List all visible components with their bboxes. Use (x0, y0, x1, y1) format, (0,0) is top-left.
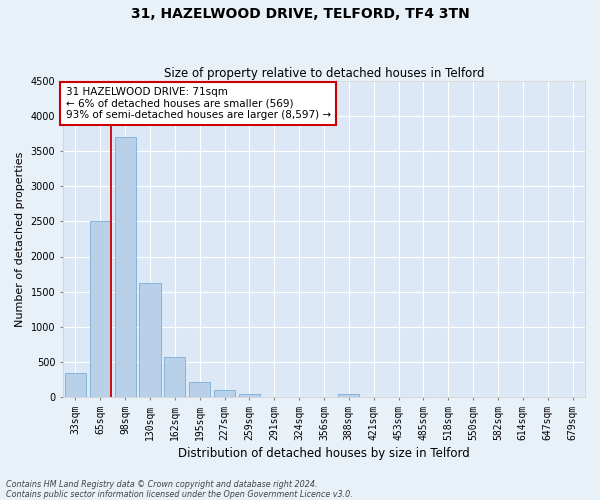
Text: Contains public sector information licensed under the Open Government Licence v3: Contains public sector information licen… (6, 490, 353, 499)
Title: Size of property relative to detached houses in Telford: Size of property relative to detached ho… (164, 66, 484, 80)
Bar (189, 382, 210, 397)
Text: Contains HM Land Registry data © Crown copyright and database right 2024.: Contains HM Land Registry data © Crown c… (6, 480, 317, 489)
Text: 31 HAZELWOOD DRIVE: 71sqm
← 6% of detached houses are smaller (569)
93% of semi-: 31 HAZELWOOD DRIVE: 71sqm ← 6% of detach… (65, 87, 331, 120)
Bar (115, 137, 136, 397)
Bar (89, 222, 111, 397)
Bar (338, 394, 359, 397)
Bar (164, 356, 185, 397)
Bar (139, 283, 161, 397)
Bar (65, 372, 86, 397)
Text: 31, HAZELWOOD DRIVE, TELFORD, TF4 3TN: 31, HAZELWOOD DRIVE, TELFORD, TF4 3TN (131, 8, 469, 22)
Y-axis label: Number of detached properties: Number of detached properties (15, 151, 25, 326)
Bar (214, 390, 235, 397)
X-axis label: Distribution of detached houses by size in Telford: Distribution of detached houses by size … (178, 447, 470, 460)
Bar (239, 394, 260, 397)
